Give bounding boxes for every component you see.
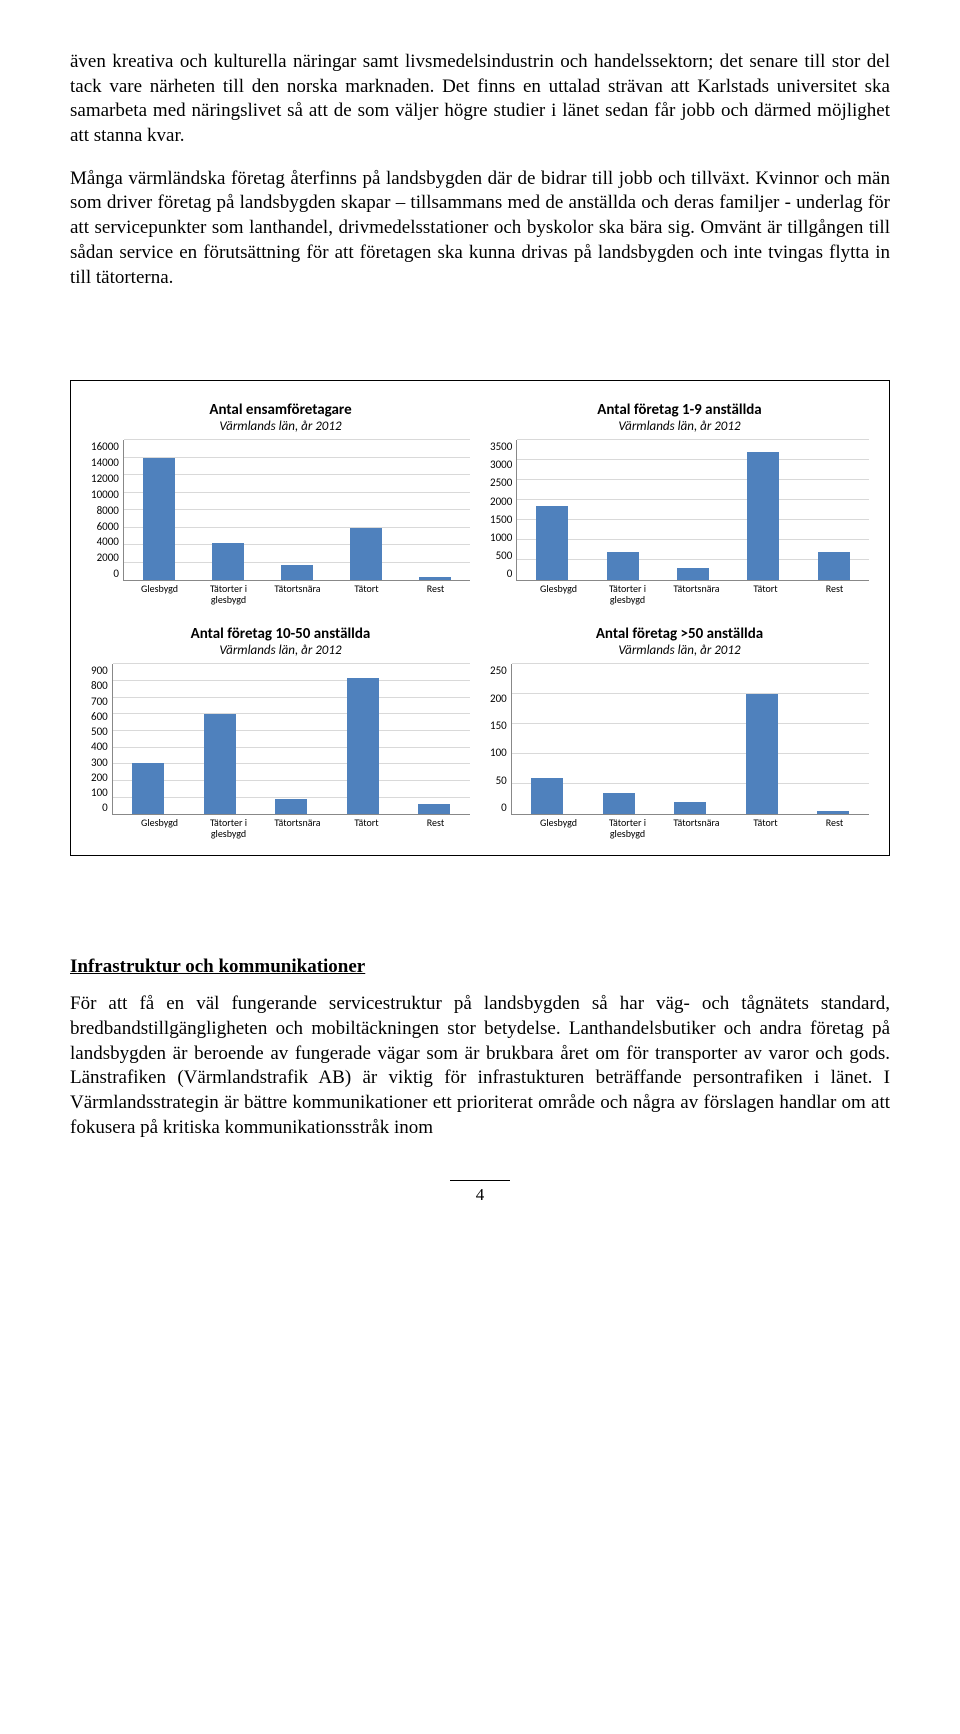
- chart-title: Antal företag 10-50 anställda: [191, 625, 371, 643]
- bar: [817, 811, 849, 814]
- y-axis: 1600014000120001000080006000400020000: [91, 440, 123, 580]
- chart-title: Antal företag 1-9 anställda: [597, 401, 761, 419]
- chart-3: Antal företag >50 anställdaVärmlands län…: [490, 625, 869, 839]
- plot-area: [123, 440, 470, 581]
- bar: [746, 694, 778, 814]
- x-axis: GlesbygdTätorter iglesbygdTätortsnäraTät…: [125, 817, 470, 839]
- chart-container: Antal ensamföretagareVärmlands län, år 2…: [70, 380, 890, 856]
- bar: [818, 552, 850, 580]
- chart-title: Antal ensamföretagare: [209, 401, 351, 419]
- x-axis: GlesbygdTätorter iglesbygdTätortsnäraTät…: [524, 817, 869, 839]
- bar: [536, 506, 568, 580]
- bar: [132, 763, 164, 815]
- chart-subtitle: Värmlands län, år 2012: [219, 643, 341, 658]
- bar: [603, 793, 635, 814]
- bar: [677, 568, 709, 580]
- plot-area: [112, 664, 470, 815]
- bar: [143, 458, 175, 581]
- paragraph-infra: För att få en väl fungerande servicestru…: [70, 992, 890, 1140]
- chart-subtitle: Värmlands län, år 2012: [219, 419, 341, 434]
- chart-subtitle: Värmlands län, år 2012: [618, 643, 740, 658]
- y-axis: 250200150100500: [490, 664, 511, 814]
- bar: [204, 714, 236, 814]
- plot-area: [516, 440, 869, 581]
- chart-grid: Antal ensamföretagareVärmlands län, år 2…: [91, 401, 869, 839]
- x-axis: GlesbygdTätorter iglesbygdTätortsnäraTät…: [524, 583, 869, 605]
- y-axis: 3500300025002000150010005000: [490, 440, 516, 580]
- bar: [674, 802, 706, 814]
- x-axis: GlesbygdTätorter iglesbygdTätortsnäraTät…: [125, 583, 470, 605]
- bar: [281, 565, 313, 580]
- y-axis: 9008007006005004003002001000: [91, 664, 112, 814]
- paragraph-1: även kreativa och kulturella näringar sa…: [70, 50, 890, 149]
- page-number: 4: [450, 1180, 510, 1205]
- bar: [212, 543, 244, 580]
- bar: [275, 799, 307, 814]
- chart-0: Antal ensamföretagareVärmlands län, år 2…: [91, 401, 470, 605]
- bar: [607, 552, 639, 580]
- bar: [347, 678, 379, 815]
- chart-1: Antal företag 1-9 anställdaVärmlands län…: [490, 401, 869, 605]
- page: även kreativa och kulturella näringar sa…: [0, 0, 960, 1245]
- chart-2: Antal företag 10-50 anställdaVärmlands l…: [91, 625, 470, 839]
- bar: [418, 804, 450, 814]
- bar: [531, 778, 563, 814]
- plot-area: [511, 664, 869, 815]
- chart-title: Antal företag >50 anställda: [596, 625, 763, 643]
- bar: [419, 577, 451, 581]
- paragraph-2: Många värmländska företag återfinns på l…: [70, 167, 890, 290]
- section-heading-infra: Infrastruktur och kommunikationer: [70, 956, 890, 978]
- bar: [350, 528, 382, 581]
- bar: [747, 452, 779, 580]
- chart-subtitle: Värmlands län, år 2012: [618, 419, 740, 434]
